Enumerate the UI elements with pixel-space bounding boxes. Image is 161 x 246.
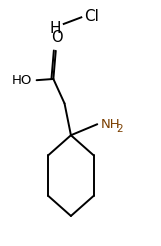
Text: O: O — [51, 30, 62, 45]
Text: Cl: Cl — [84, 9, 99, 24]
Text: HO: HO — [12, 74, 33, 87]
Text: NH: NH — [101, 118, 121, 131]
Text: 2: 2 — [116, 124, 123, 134]
Text: H: H — [49, 21, 61, 36]
